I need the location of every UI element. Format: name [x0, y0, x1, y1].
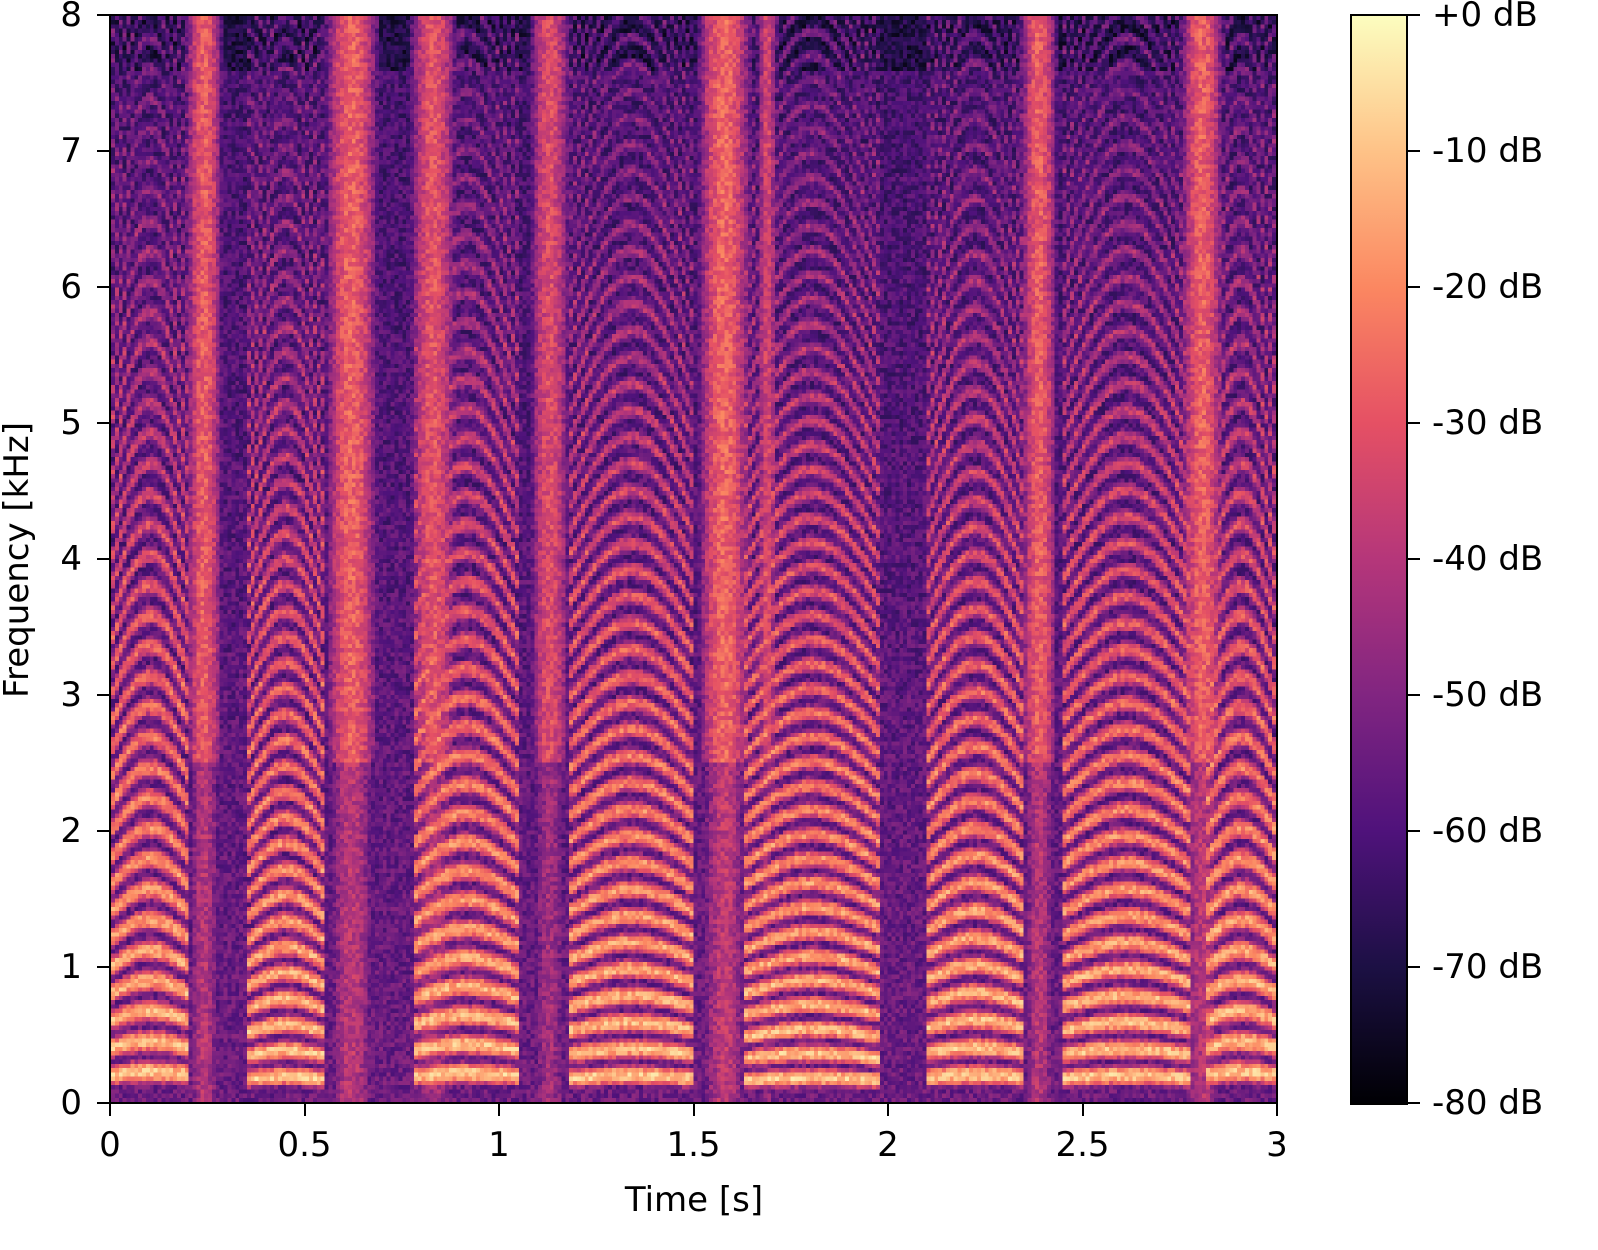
colorbar-tick-label: -70 dB — [1432, 947, 1544, 987]
y-tick-label: 6 — [60, 267, 82, 307]
x-tick — [303, 1104, 306, 1116]
colorbar-gradient — [1352, 16, 1406, 1103]
y-tick — [97, 14, 109, 16]
colorbar-tick-label: -40 dB — [1432, 539, 1544, 579]
spectrogram-image — [111, 16, 1276, 1102]
plot-area — [109, 14, 1278, 1104]
colorbar-tick — [1408, 286, 1420, 288]
colorbar — [1350, 14, 1408, 1105]
y-tick-label: 8 — [60, 0, 82, 35]
colorbar-tick-label: -50 dB — [1432, 675, 1544, 715]
colorbar-tick-label: -30 dB — [1432, 403, 1544, 443]
colorbar-tick — [1408, 694, 1420, 696]
y-tick-label: 4 — [60, 539, 82, 579]
colorbar-tick-label: -10 dB — [1432, 131, 1544, 171]
x-tick-label: 2.5 — [1055, 1125, 1110, 1165]
colorbar-tick — [1408, 1102, 1420, 1104]
colorbar-tick — [1408, 966, 1420, 968]
x-tick-label: 0 — [99, 1125, 121, 1165]
colorbar-tick-label: -20 dB — [1432, 267, 1544, 307]
colorbar-tick — [1408, 14, 1420, 16]
colorbar-tick — [1408, 150, 1420, 152]
y-tick-label: 2 — [60, 811, 82, 851]
y-tick — [97, 286, 109, 288]
x-tick-label: 3 — [1266, 1125, 1288, 1165]
x-tick — [1276, 1104, 1278, 1116]
y-tick-label: 7 — [60, 131, 82, 171]
x-axis-title: Time [s] — [624, 1180, 764, 1220]
y-tick-label: 0 — [60, 1083, 82, 1123]
y-tick — [97, 830, 109, 832]
y-tick — [97, 150, 109, 152]
x-tick-label: 1.5 — [666, 1125, 721, 1165]
x-tick — [1081, 1104, 1084, 1116]
x-tick — [498, 1104, 500, 1116]
y-tick — [97, 694, 109, 696]
y-axis-title: Frequency [kHz] — [0, 421, 37, 699]
y-tick-label: 5 — [60, 403, 82, 443]
y-tick-label: 3 — [60, 675, 82, 715]
x-tick-label: 1 — [488, 1125, 510, 1165]
y-tick-label: 1 — [60, 947, 82, 987]
x-tick — [692, 1104, 695, 1116]
x-tick-label: 2 — [877, 1125, 899, 1165]
colorbar-tick — [1408, 422, 1420, 424]
y-tick — [97, 422, 109, 424]
y-tick — [97, 1102, 109, 1104]
colorbar-tick-label: -60 dB — [1432, 811, 1544, 851]
colorbar-tick-label: -80 dB — [1432, 1083, 1544, 1123]
y-tick — [97, 558, 109, 560]
colorbar-tick — [1408, 558, 1420, 560]
x-tick — [109, 1104, 111, 1116]
x-tick-label: 0.5 — [277, 1125, 332, 1165]
y-tick — [97, 966, 109, 968]
colorbar-tick — [1408, 830, 1420, 832]
x-tick — [887, 1104, 889, 1116]
colorbar-tick-label: +0 dB — [1432, 0, 1538, 35]
